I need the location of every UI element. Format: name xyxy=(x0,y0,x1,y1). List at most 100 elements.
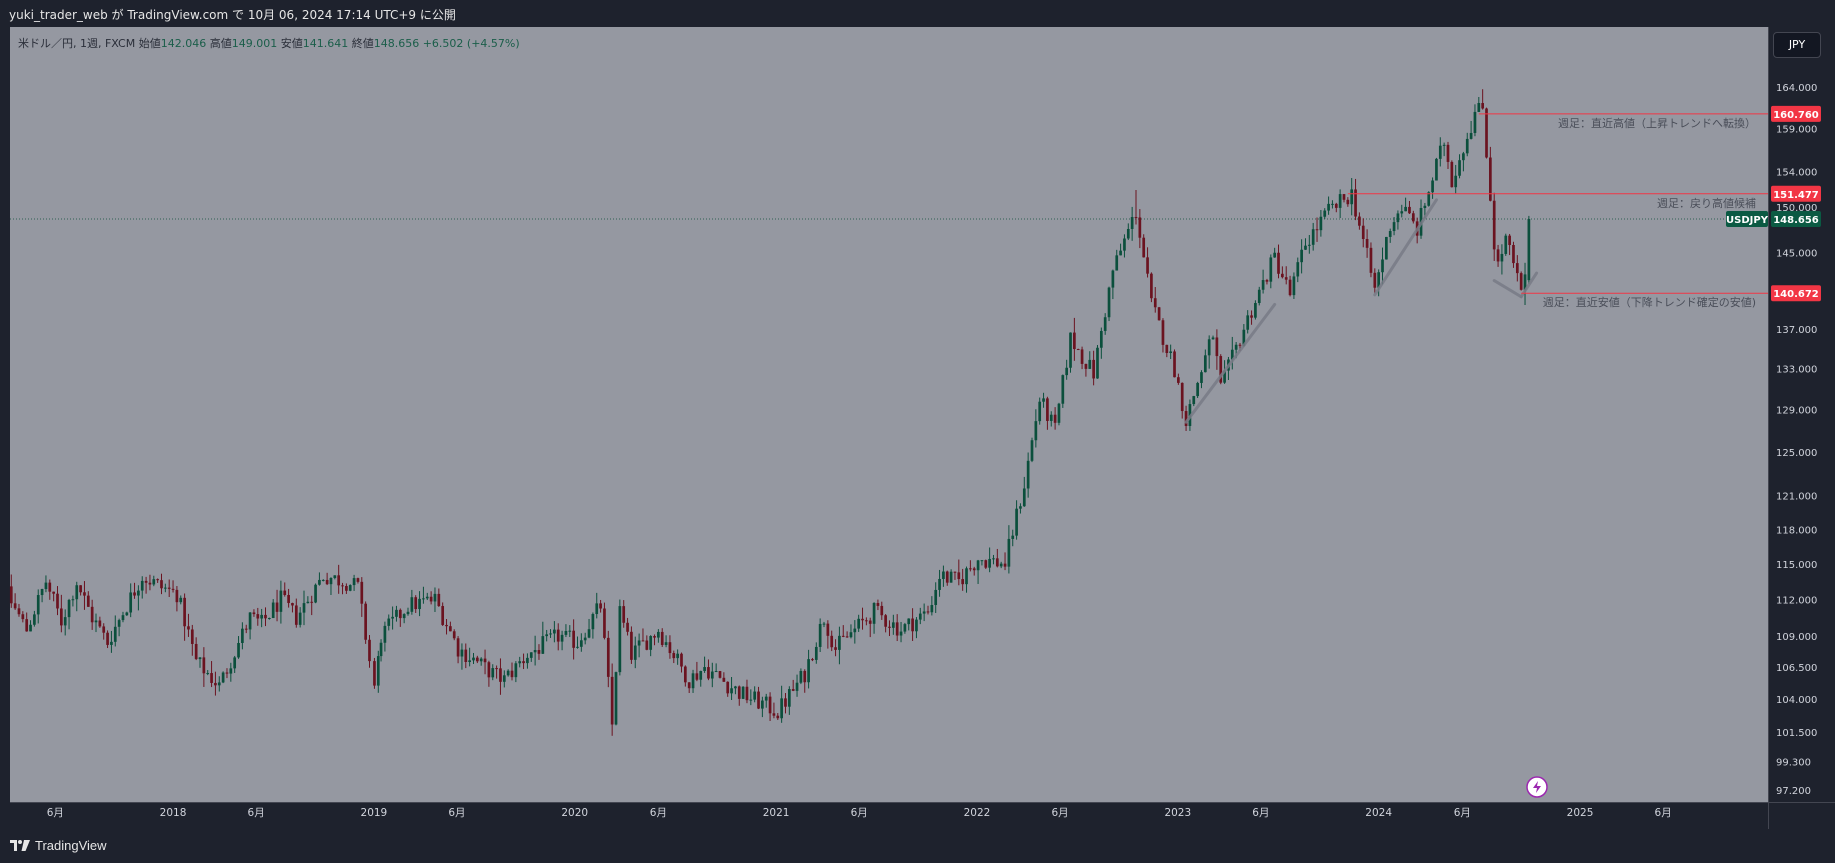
candle-body xyxy=(368,639,371,662)
candle-body xyxy=(1327,203,1330,211)
candle-body xyxy=(148,582,152,585)
candle-body xyxy=(1385,236,1388,260)
candle-body xyxy=(1246,315,1250,330)
candle-body xyxy=(1038,401,1042,422)
candle-body xyxy=(221,672,225,683)
candle-body xyxy=(787,689,791,707)
candle-body xyxy=(160,580,163,589)
candle-body xyxy=(48,582,52,592)
x-tick-label: 2025 xyxy=(1567,807,1594,819)
candle-body xyxy=(587,629,591,638)
candle-body xyxy=(1388,231,1392,237)
x-tick-label: 6月 xyxy=(1454,807,1471,819)
candle-body xyxy=(1219,356,1223,383)
candle-body xyxy=(1107,287,1111,318)
candle-body xyxy=(903,624,907,632)
candle-body xyxy=(237,642,240,658)
candle-body xyxy=(1365,239,1369,248)
candle-body xyxy=(884,615,887,627)
candle-body xyxy=(780,698,783,719)
level-price-tag xyxy=(1771,285,1821,302)
candle-body xyxy=(1003,563,1007,567)
candle-body xyxy=(649,636,653,650)
candle-body xyxy=(214,682,217,686)
candle-body xyxy=(1130,217,1134,229)
x-tick-label: 2019 xyxy=(361,807,388,819)
candle-body xyxy=(668,642,672,654)
candle-body xyxy=(1115,255,1119,271)
candle-body xyxy=(1065,367,1069,376)
candle-body xyxy=(722,677,726,682)
candle-body xyxy=(1281,273,1284,278)
candle-body xyxy=(803,670,807,683)
candle-body xyxy=(1469,132,1473,139)
candle-body xyxy=(553,629,556,634)
candle-body xyxy=(190,629,194,644)
candle-body xyxy=(183,597,186,627)
candle-body xyxy=(861,618,864,621)
candle-body xyxy=(171,588,175,590)
candle-body xyxy=(13,603,17,609)
candle-body xyxy=(545,634,549,637)
candle-body xyxy=(1153,298,1157,308)
candle-body xyxy=(1334,203,1338,208)
candle-body xyxy=(1423,205,1427,208)
candle-body xyxy=(83,592,86,596)
candle-body xyxy=(1504,235,1508,254)
candle-body xyxy=(926,611,930,613)
candle-body xyxy=(129,592,133,613)
candle-body xyxy=(618,606,622,673)
close-label: 終値 xyxy=(351,37,374,50)
candle-body xyxy=(1284,277,1288,280)
candle-body xyxy=(1273,252,1277,258)
candle-body xyxy=(1346,199,1350,205)
candle-body xyxy=(568,630,572,632)
candle-body xyxy=(1292,276,1296,296)
candle-body xyxy=(306,601,310,604)
candle-body xyxy=(645,640,649,650)
candle-body xyxy=(345,586,348,591)
candle-body xyxy=(429,596,433,602)
candle-body xyxy=(1103,317,1107,331)
candle-body xyxy=(271,602,275,619)
candle-body xyxy=(899,631,903,636)
candle-body xyxy=(333,575,337,579)
candle-body xyxy=(256,614,260,619)
candle-body xyxy=(1358,216,1361,226)
candle-body xyxy=(464,649,468,662)
candle-body xyxy=(60,608,63,626)
candle-body xyxy=(830,635,834,648)
candle-body xyxy=(1408,206,1411,214)
candle-body xyxy=(244,628,248,630)
candle-body xyxy=(834,647,837,650)
candle-body xyxy=(949,571,953,583)
candle-body xyxy=(144,580,148,583)
brand-footer[interactable]: TradingView xyxy=(10,838,107,853)
candle-body xyxy=(1485,108,1488,158)
candle-body xyxy=(1042,398,1045,402)
candle-body xyxy=(1315,229,1319,231)
candle-body xyxy=(718,671,722,678)
candle-body xyxy=(853,628,857,633)
candle-body xyxy=(449,626,452,632)
candle-body xyxy=(44,582,48,590)
candle-body xyxy=(163,587,167,589)
candle-body xyxy=(9,586,13,604)
candle-body xyxy=(113,626,117,642)
current-price-label: 148.656 xyxy=(1773,215,1819,226)
candle-body xyxy=(1196,382,1199,397)
x-tick-label: 6月 xyxy=(448,807,465,819)
candle-body xyxy=(1111,270,1115,288)
candle-body xyxy=(433,593,437,602)
candle-body xyxy=(291,603,294,606)
candle-body xyxy=(614,672,618,725)
candle-body xyxy=(310,601,314,603)
candle-body xyxy=(680,653,683,667)
currency-button[interactable]: JPY xyxy=(1773,32,1821,58)
y-tick-label: 106.500 xyxy=(1776,663,1817,674)
x-tick-label: 6月 xyxy=(47,807,64,819)
candle-body xyxy=(1458,160,1461,176)
candle-body xyxy=(980,560,984,562)
price-chart[interactable]: 164.000159.000154.000150.000145.000141.0… xyxy=(0,27,1835,829)
candle-body xyxy=(98,620,102,627)
